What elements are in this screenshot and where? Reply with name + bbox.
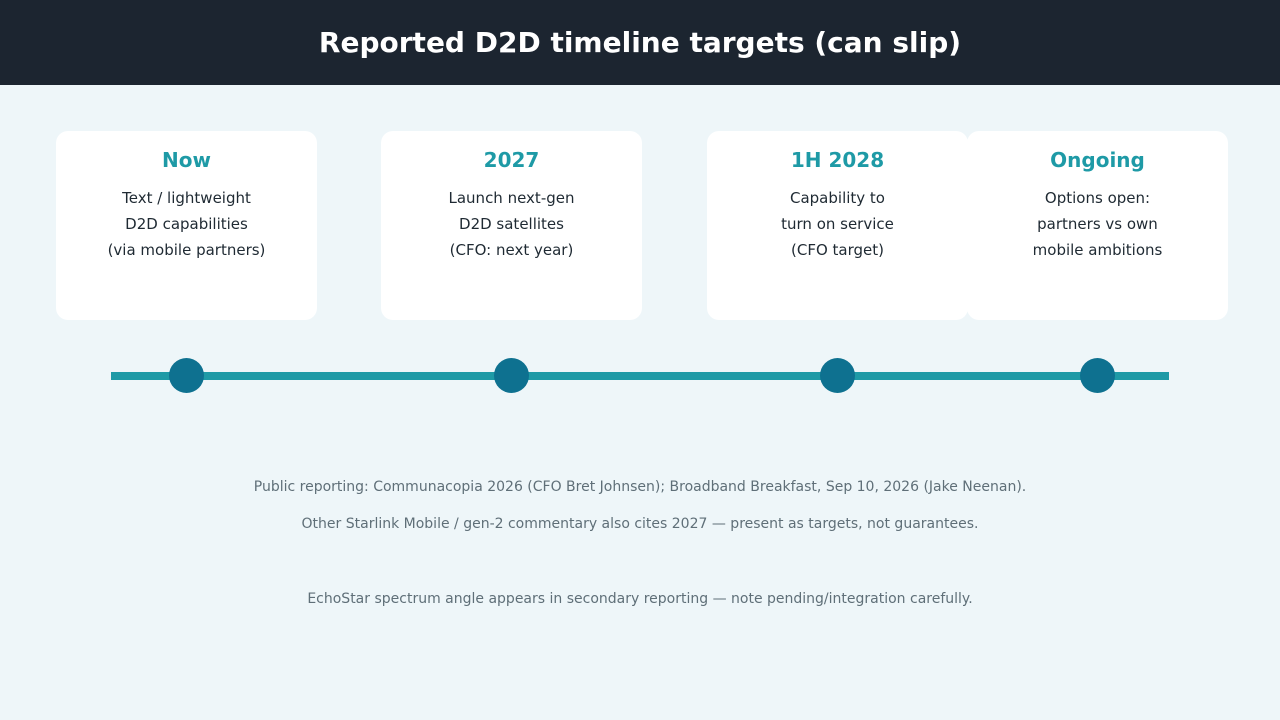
milestone-line: turn on service: [781, 215, 894, 233]
milestone-line: D2D capabilities: [125, 215, 248, 233]
timeline-dot-1h-2028: [820, 358, 855, 393]
milestone-card-2027: 2027 Launch next-gen D2D satellites (CFO…: [381, 131, 642, 320]
milestone-line: Text / lightweight: [122, 189, 251, 207]
milestone-card-now: Now Text / lightweight D2D capabilities …: [56, 131, 317, 320]
milestone-line: (CFO target): [791, 241, 884, 259]
timeline-dot-ongoing: [1080, 358, 1115, 393]
milestone-line: mobile ambitions: [1032, 241, 1163, 259]
timeline-dot-2027: [494, 358, 529, 393]
milestone-title: Now: [162, 148, 211, 172]
milestone-line: partners vs own: [1037, 215, 1158, 233]
source-note: Public reporting: Communacopia 2026 (CFO…: [253, 479, 1027, 495]
milestone-line: D2D satellites: [459, 215, 564, 233]
milestone-card-1h-2028: 1H 2028 Capability to turn on service (C…: [707, 131, 968, 320]
milestone-line: (via mobile partners): [107, 241, 266, 259]
timeline-dot-now: [169, 358, 204, 393]
milestone-description: Options open: partners vs own mobile amb…: [967, 185, 1228, 263]
milestone-title: Ongoing: [1050, 148, 1145, 172]
caveat-note: Other Starlink Mobile / gen-2 commentary…: [301, 516, 979, 532]
milestone-line: Launch next-gen: [448, 189, 575, 207]
header-bar: Reported D2D timeline targets (can slip): [0, 0, 1280, 85]
milestone-line: Capability to: [790, 189, 885, 207]
milestone-line: Options open:: [1044, 189, 1151, 207]
milestone-description: Text / lightweight D2D capabilities (via…: [56, 185, 317, 263]
timeline-line: [111, 372, 1169, 380]
milestone-description: Launch next-gen D2D satellites (CFO: nex…: [381, 185, 642, 263]
milestone-description: Capability to turn on service (CFO targe…: [707, 185, 968, 263]
spectrum-note: EchoStar spectrum angle appears in secon…: [307, 591, 973, 607]
milestone-title: 1H 2028: [790, 148, 885, 172]
milestone-line: (CFO: next year): [449, 241, 574, 259]
milestone-title: 2027: [483, 148, 540, 172]
page-title: Reported D2D timeline targets (can slip): [318, 26, 962, 59]
milestone-card-ongoing: Ongoing Options open: partners vs own mo…: [967, 131, 1228, 320]
